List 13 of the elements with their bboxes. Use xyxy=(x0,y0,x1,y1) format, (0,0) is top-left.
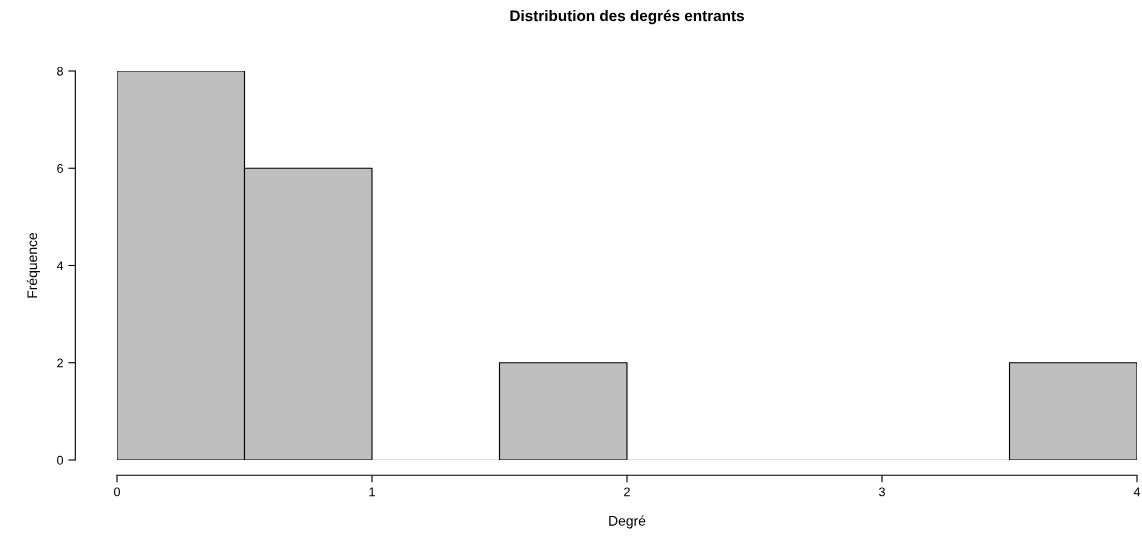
y-tick-label: 6 xyxy=(57,164,63,173)
y-axis-title: Fréquence xyxy=(26,232,40,298)
y-tick-label: 0 xyxy=(57,455,64,465)
chart-title: Distribution des degrés entrants xyxy=(510,9,744,25)
x-tick-label: 0 xyxy=(114,487,120,497)
y-tick-label: 8 xyxy=(57,66,63,76)
y-tick-label: 4 xyxy=(56,261,64,271)
y-tick-label: 2 xyxy=(57,358,63,368)
x-axis-title: Degré xyxy=(609,515,646,529)
x-tick-label: 4 xyxy=(1133,487,1141,497)
x-tick-label: 1 xyxy=(369,487,375,497)
x-tick-label: 3 xyxy=(879,487,885,497)
x-tick-label: 2 xyxy=(624,487,630,497)
